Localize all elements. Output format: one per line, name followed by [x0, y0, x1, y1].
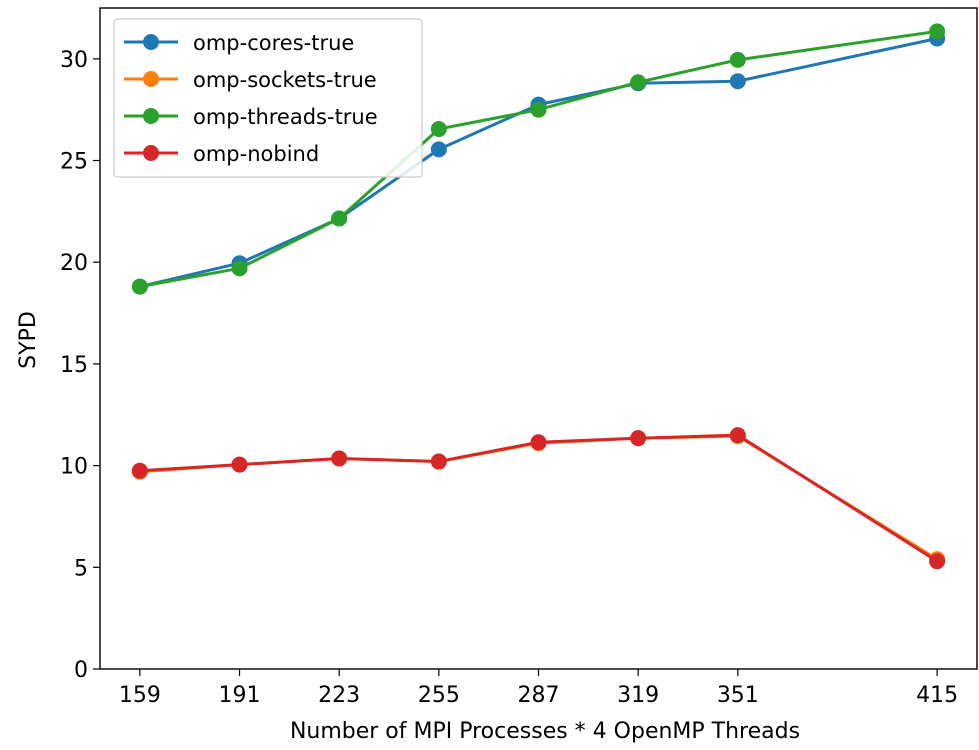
x-tick-label: 319 [617, 683, 659, 708]
y-tick-label: 10 [60, 455, 88, 480]
series-omp-nobind [131, 427, 946, 570]
data-point-omp-nobind [231, 456, 248, 473]
series-line-omp-threads-true [139, 29, 938, 289]
data-point-omp-threads-true [729, 51, 746, 68]
data-point-omp-nobind [630, 430, 647, 447]
data-point-omp-nobind [729, 427, 746, 444]
y-tick-label: 5 [74, 556, 88, 581]
legend-marker-omp-threads-true [143, 108, 159, 124]
x-tick-label: 191 [219, 683, 261, 708]
data-point-omp-threads-true [929, 23, 946, 40]
series-line-omp-sockets-true [139, 434, 938, 561]
x-axis-label: Number of MPI Processes * 4 OpenMP Threa… [290, 719, 800, 744]
data-point-omp-threads-true [630, 74, 647, 91]
data-point-omp-threads-true [331, 210, 348, 227]
y-tick-label: 15 [60, 353, 88, 378]
legend-box [113, 18, 423, 178]
data-point-omp-nobind [929, 553, 946, 570]
x-tick-label: 223 [318, 683, 360, 708]
data-point-omp-nobind [430, 453, 447, 470]
legend: omp-cores-true omp-sockets-true omp-thread… [113, 18, 423, 178]
data-point-omp-threads-true [231, 260, 248, 277]
series-omp-threads-true [131, 23, 946, 295]
x-tick-label: 287 [518, 683, 560, 708]
data-point-omp-threads-true [530, 101, 547, 118]
x-tick-label: 255 [418, 683, 460, 708]
x-tick-label: 159 [119, 683, 161, 708]
data-point-omp-threads-true [430, 121, 447, 138]
data-point-omp-cores-true [729, 73, 746, 90]
series-line-omp-cores-true [139, 37, 938, 289]
y-axis-label: SYPD [16, 311, 41, 369]
legend-marker-omp-sockets-true [143, 71, 159, 87]
series-line-omp-nobind [139, 433, 938, 563]
data-point-omp-cores-true [430, 141, 447, 158]
legend-label-omp-nobind: omp-nobind [193, 142, 319, 166]
data-point-omp-nobind [331, 450, 348, 467]
axes-layer: 0 5 10 15 20 25 30 159 191 223 255 287 319 351 415 [60, 48, 958, 708]
data-point-omp-threads-true [131, 278, 148, 295]
legend-label-omp-threads-true: omp-threads-true [193, 105, 378, 129]
y-tick-label: 0 [74, 658, 88, 683]
legend-marker-omp-nobind [143, 145, 159, 161]
y-tick-label: 20 [60, 251, 88, 276]
legend-marker-omp-cores-true [143, 34, 159, 50]
y-tick-label: 25 [60, 150, 88, 175]
x-tick-label: 415 [916, 683, 958, 708]
data-point-omp-nobind [530, 434, 547, 451]
legend-label-omp-cores-true: omp-cores-true [193, 31, 354, 55]
x-tick-label: 351 [717, 683, 759, 708]
y-tick-label: 30 [60, 48, 88, 73]
legend-label-omp-sockets-true: omp-sockets-true [193, 68, 377, 92]
data-point-omp-nobind [131, 462, 148, 479]
series-layer [131, 23, 946, 570]
